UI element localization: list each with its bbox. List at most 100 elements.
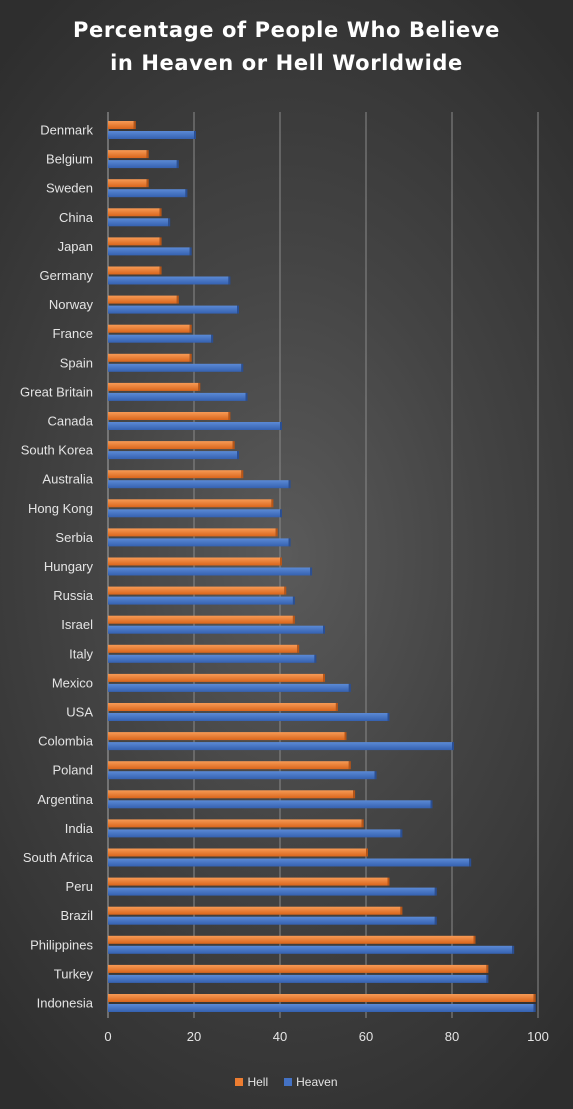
category-label-denmark: Denmark xyxy=(40,123,93,138)
bar-hell-edge-peru xyxy=(387,877,390,886)
bar-hell-edge-indonesia xyxy=(533,994,536,1002)
bar-hell-israel xyxy=(108,615,293,624)
bar-heaven-turkey xyxy=(108,974,487,983)
bar-hell-edge-south-africa xyxy=(366,848,368,857)
chart-title-line-1: Percentage of People Who Believe xyxy=(72,18,501,42)
category-label-norway: Norway xyxy=(49,297,94,312)
bar-heaven-italy xyxy=(108,654,315,663)
category-label-china: China xyxy=(59,210,94,225)
bar-hell-edge-germany xyxy=(159,266,162,275)
bar-hell-edge-australia xyxy=(241,470,244,479)
bar-heaven-edge-spain xyxy=(241,363,244,372)
bar-heaven-philippines xyxy=(108,945,513,954)
bar-hell-south-africa xyxy=(108,848,366,857)
x-tick-label-100: 100 xyxy=(527,1029,549,1044)
bar-hell-edge-hungary xyxy=(280,557,282,566)
bar-heaven-edge-india xyxy=(400,829,403,838)
bar-heaven-mexico xyxy=(108,683,349,692)
bar-hell-great-britain xyxy=(108,382,199,391)
bar-heaven-edge-australia xyxy=(288,480,291,489)
bar-hell-norway xyxy=(108,295,177,304)
bar-heaven-edge-peru xyxy=(434,887,437,896)
category-label-israel: Israel xyxy=(61,617,93,632)
category-label-philippines: Philippines xyxy=(30,937,93,952)
bar-hell-australia xyxy=(108,470,242,479)
bar-hell-edge-usa xyxy=(335,703,338,711)
x-tick-label-40: 40 xyxy=(273,1029,287,1044)
bar-heaven-serbia xyxy=(108,538,289,547)
bar-hell-edge-denmark xyxy=(133,121,136,129)
bar-heaven-china xyxy=(108,218,169,227)
category-label-canada: Canada xyxy=(47,414,93,429)
bar-hell-edge-sweden xyxy=(146,179,149,188)
category-label-usa: USA xyxy=(66,705,93,720)
legend-item-hell: Hell xyxy=(235,1075,268,1089)
category-label-great-britain: Great Britain xyxy=(20,384,93,399)
bar-hell-canada xyxy=(108,412,229,420)
bar-hell-edge-france xyxy=(189,324,192,333)
bar-hell-italy xyxy=(108,644,298,653)
category-label-indonesia: Indonesia xyxy=(37,996,94,1011)
bar-hell-edge-poland xyxy=(348,761,351,770)
bar-hell-edge-israel xyxy=(292,615,295,624)
bar-hell-brazil xyxy=(108,906,401,915)
bar-heaven-edge-france xyxy=(211,334,214,343)
category-label-belgium: Belgium xyxy=(46,152,93,167)
bar-heaven-edge-south-africa xyxy=(469,858,472,867)
category-label-colombia: Colombia xyxy=(38,734,94,749)
bar-hell-spain xyxy=(108,353,190,362)
bar-heaven-hungary xyxy=(108,567,311,576)
category-label-italy: Italy xyxy=(69,646,93,661)
category-label-sweden: Sweden xyxy=(46,181,93,196)
x-tick-label-20: 20 xyxy=(187,1029,201,1044)
category-label-japan: Japan xyxy=(58,239,93,254)
legend: Hell Heaven xyxy=(0,1075,573,1089)
bar-heaven-great-britain xyxy=(108,392,246,401)
bar-hell-denmark xyxy=(108,121,134,129)
bar-heaven-edge-usa xyxy=(387,713,390,721)
bar-heaven-edge-poland xyxy=(374,771,377,780)
bar-heaven-sweden xyxy=(108,189,186,198)
category-label-india: India xyxy=(65,821,94,836)
bar-heaven-brazil xyxy=(108,916,435,925)
category-label-spain: Spain xyxy=(60,355,93,370)
bar-hell-germany xyxy=(108,266,160,275)
category-label-peru: Peru xyxy=(66,879,93,894)
bar-heaven-edge-canada xyxy=(280,422,282,430)
bar-heaven-denmark xyxy=(108,131,194,139)
bar-hell-philippines xyxy=(108,935,474,944)
bar-heaven-israel xyxy=(108,625,323,634)
bar-heaven-germany xyxy=(108,276,229,285)
bar-heaven-edge-serbia xyxy=(288,538,291,547)
bar-hell-edge-hong-kong xyxy=(271,499,274,508)
chart-title: Percentage of People Who Believe in Heav… xyxy=(0,14,573,80)
category-label-australia: Australia xyxy=(42,472,93,487)
bar-heaven-belgium xyxy=(108,160,177,169)
bar-heaven-edge-mexico xyxy=(348,683,351,692)
bar-heaven-india xyxy=(108,829,401,838)
bar-heaven-edge-philippines xyxy=(512,945,515,954)
bar-heaven-poland xyxy=(108,771,375,780)
category-label-hong-kong: Hong Kong xyxy=(28,501,93,516)
bar-hell-poland xyxy=(108,761,349,770)
bar-hell-edge-russia xyxy=(284,586,287,595)
bar-heaven-edge-japan xyxy=(189,247,192,256)
bars-layer xyxy=(108,121,536,1012)
bar-heaven-edge-argentina xyxy=(430,800,433,809)
bar-hell-south-korea xyxy=(108,441,233,450)
bar-heaven-canada xyxy=(108,422,280,430)
bar-hell-edge-norway xyxy=(176,295,179,304)
category-label-brazil: Brazil xyxy=(60,908,93,923)
chart-title-line-2: in Heaven or Hell Worldwide xyxy=(110,51,463,75)
bar-heaven-france xyxy=(108,334,212,343)
bar-heaven-japan xyxy=(108,247,190,256)
bar-hell-serbia xyxy=(108,528,276,537)
x-tick-label-60: 60 xyxy=(359,1029,373,1044)
bar-heaven-edge-italy xyxy=(314,654,317,663)
x-tick-label-80: 80 xyxy=(445,1029,459,1044)
bar-heaven-edge-norway xyxy=(237,305,239,314)
bar-heaven-edge-colombia xyxy=(452,742,454,751)
bar-hell-colombia xyxy=(108,732,345,741)
category-label-turkey: Turkey xyxy=(54,966,94,981)
